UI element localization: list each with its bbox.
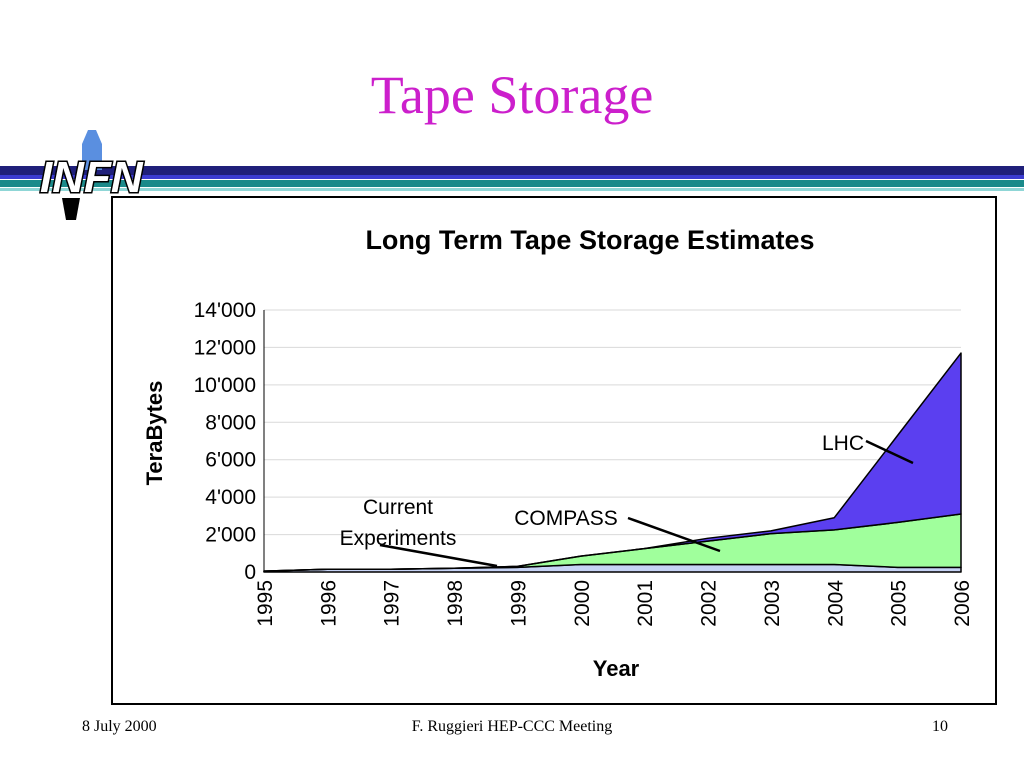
y-tick-label: 10'000 xyxy=(194,374,256,397)
lhc-leader-line xyxy=(865,439,914,465)
logo-arrow-bottom xyxy=(62,198,80,220)
banner-stripes xyxy=(0,166,1024,191)
current-experiments-label-line2: Experiments xyxy=(340,527,457,550)
stripe-light xyxy=(0,188,1024,191)
area-lhc xyxy=(263,352,962,572)
y-tick-label: 8'000 xyxy=(205,411,256,434)
chart-title: Long Term Tape Storage Estimates xyxy=(365,225,814,255)
y-tick-label: 0 xyxy=(244,561,256,584)
chart-frame xyxy=(111,196,997,705)
y-tick-labels: 0 2'000 4'000 6'000 8'000 10'000 12'000 14'000 xyxy=(194,299,256,584)
x-tick-label: 2000 xyxy=(571,580,594,627)
x-tick-label: 1997 xyxy=(381,580,404,627)
stripe-teal xyxy=(0,180,1024,187)
grid-lines xyxy=(264,309,961,536)
lhc-label: LHC xyxy=(822,432,864,455)
x-tick-label: 1996 xyxy=(317,580,340,627)
x-tick-label: 2006 xyxy=(951,580,974,627)
compass-leader-line xyxy=(627,516,721,553)
x-tick-label: 1998 xyxy=(444,580,467,627)
x-tick-labels: 1995 1996 1997 1998 1999 2000 2001 2002 2003 2004… xyxy=(254,580,974,627)
infn-logo: INFN xyxy=(39,130,145,220)
logo-arrow-shaft xyxy=(82,144,102,170)
current-experiments-label: Current Experiments xyxy=(340,496,457,550)
x-tick-label: 2002 xyxy=(698,580,721,627)
footer-meeting: F. Ruggieri HEP-CCC Meeting xyxy=(411,718,613,735)
x-tick-label: 2005 xyxy=(888,580,911,627)
slide-title: Tape Storage xyxy=(370,65,654,125)
current-experiments-label-line1: Current xyxy=(363,496,433,519)
y-tick-label: 4'000 xyxy=(205,486,256,509)
stripe-blue xyxy=(0,175,1024,179)
x-tick-label: 2001 xyxy=(634,580,657,627)
y-tick-label: 14'000 xyxy=(194,299,256,322)
x-tick-label: 1999 xyxy=(507,580,530,627)
x-axis-title: Year xyxy=(593,656,640,681)
logo-arrow-top xyxy=(82,130,102,144)
x-tick-label: 1995 xyxy=(254,580,277,627)
x-tick-label: 2004 xyxy=(824,580,847,627)
current-leader-line xyxy=(379,543,498,568)
compass-label: COMPASS xyxy=(514,507,617,530)
stripe-dark xyxy=(0,166,1024,175)
footer-date: 8 July 2000 xyxy=(82,718,157,735)
x-tick-label: 2003 xyxy=(761,580,784,627)
y-tick-label: 6'000 xyxy=(205,449,256,472)
y-tick-label: 12'000 xyxy=(194,336,256,359)
y-axis-title: TeraBytes xyxy=(142,381,167,486)
logo-text: INFN xyxy=(40,153,144,202)
y-tick-label: 2'000 xyxy=(205,524,256,547)
footer-page-number: 10 xyxy=(932,718,948,735)
